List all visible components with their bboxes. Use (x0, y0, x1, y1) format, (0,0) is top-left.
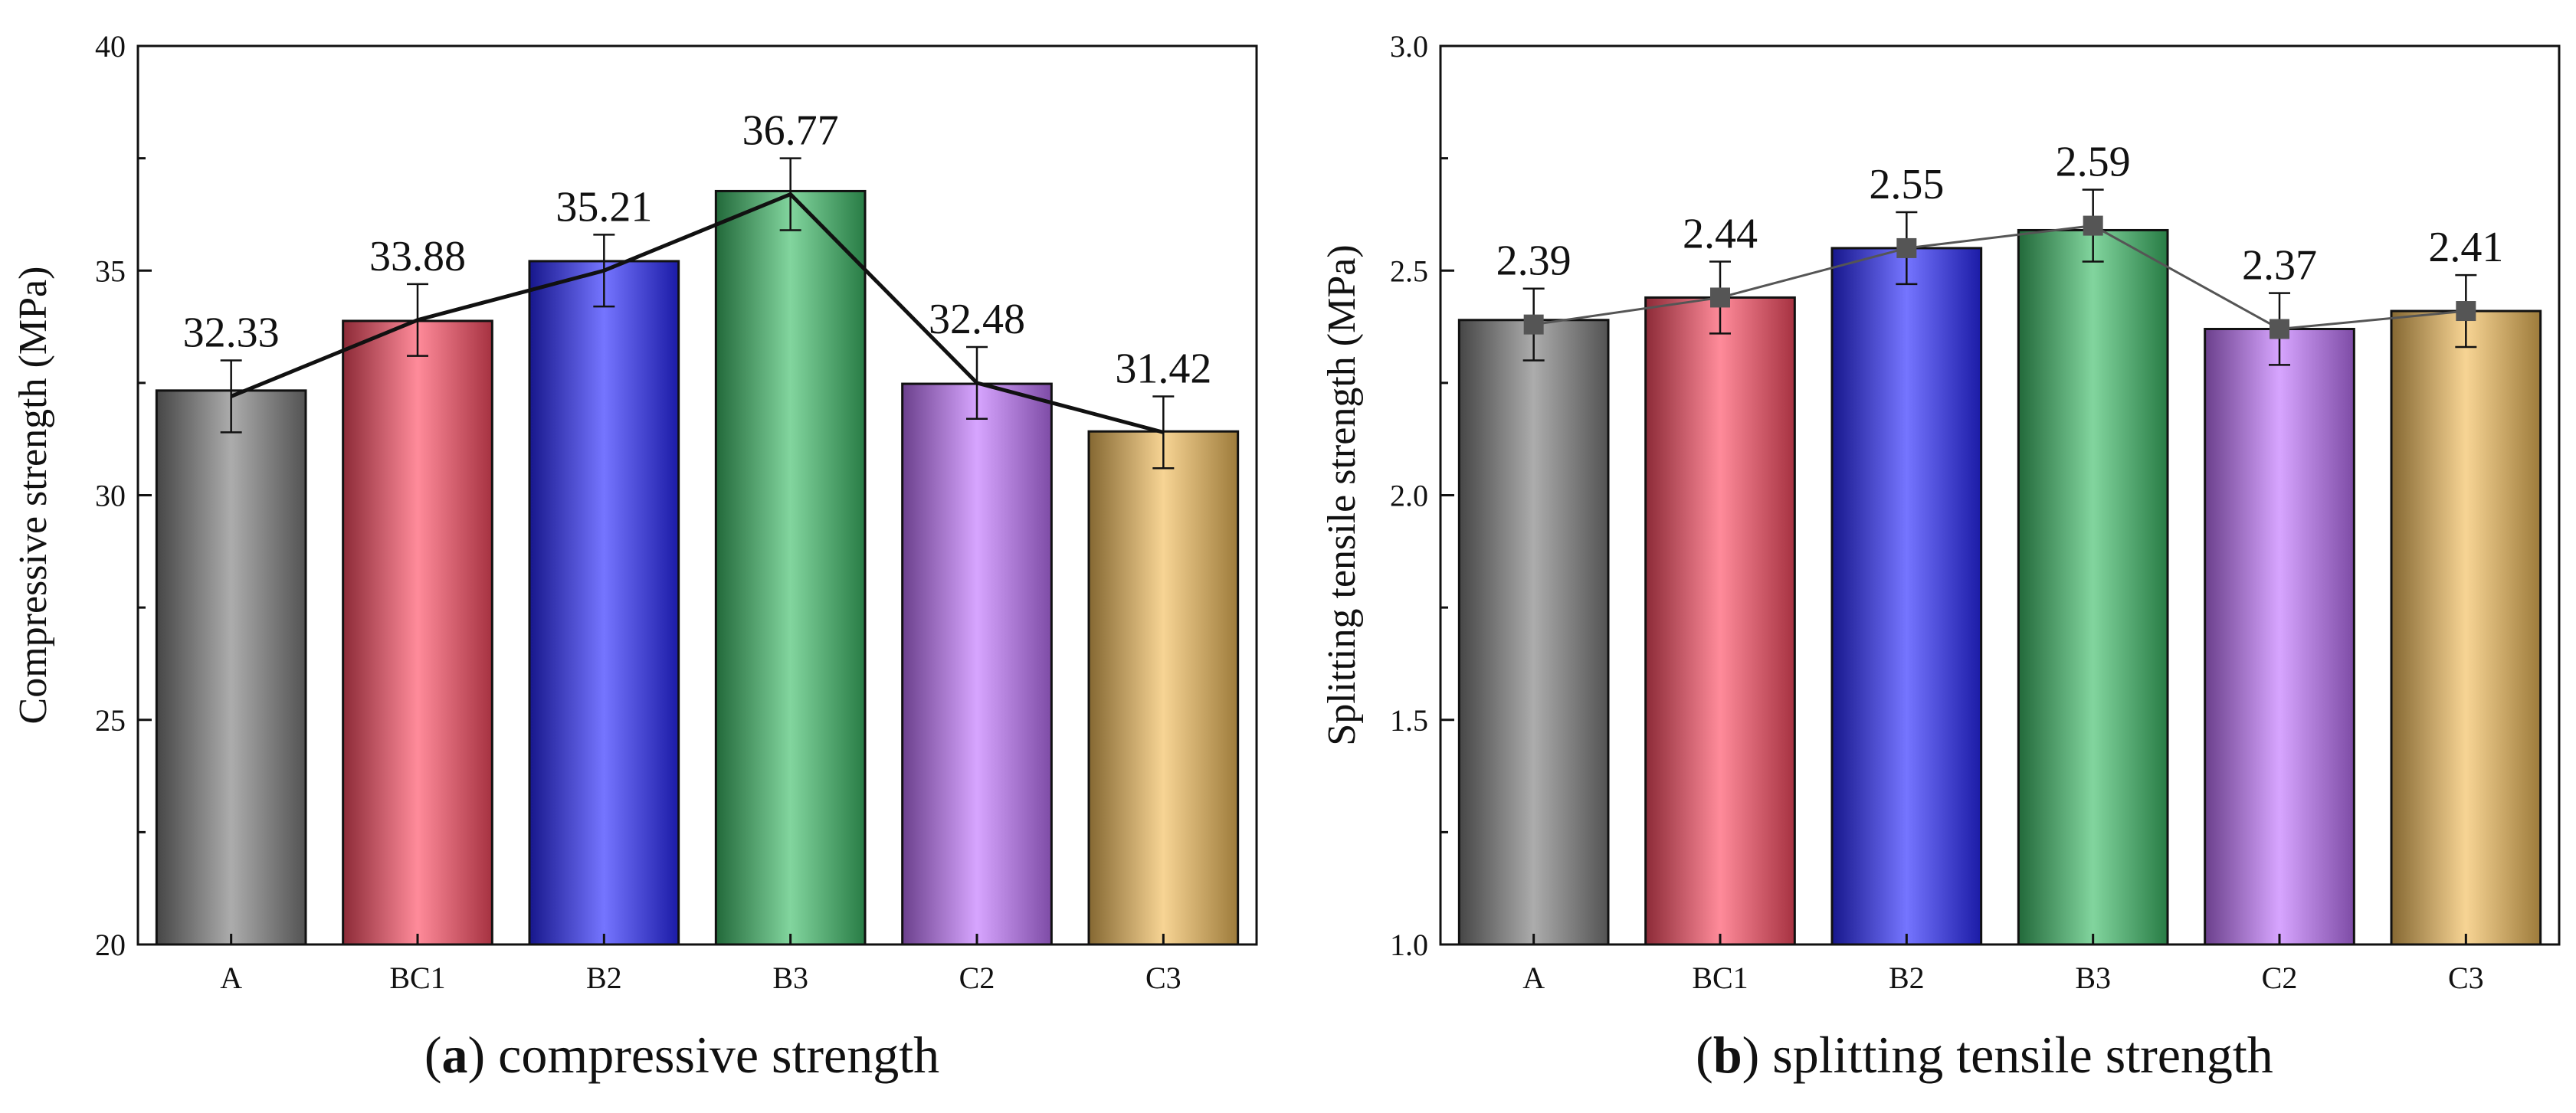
value-label-b3: 36.77 (742, 107, 839, 155)
trend-line (1533, 224, 2466, 331)
y-tick-label: 1.5 (1390, 703, 1428, 738)
y-tick-label: 35 (95, 254, 126, 288)
panel-caption: (b) splitting tensile strength (1696, 1026, 2273, 1084)
line-marker-bc1 (1710, 287, 1730, 308)
bar-c3 (1087, 430, 1240, 946)
panel-caption: (a) compressive strength (424, 1026, 939, 1084)
value-label-b2: 35.21 (556, 183, 652, 231)
value-label-bc1: 33.88 (369, 233, 466, 280)
y-tick-label: 1.0 (1390, 928, 1428, 962)
x-tick-label-a: A (1522, 961, 1545, 995)
y-tick-label: 25 (95, 703, 126, 738)
line-marker-a (1523, 314, 1544, 335)
x-tick-label-c2: C2 (959, 961, 995, 995)
value-label-b2: 2.55 (1869, 161, 1944, 208)
y-tick-label: 30 (95, 479, 126, 513)
x-tick-label-b3: B3 (772, 961, 808, 995)
y-tick-label: 3.0 (1390, 29, 1428, 64)
value-label-b3: 2.59 (2056, 139, 2131, 186)
x-tick-label-c3: C3 (1145, 961, 1181, 995)
x-tick-label-bc1: BC1 (1692, 961, 1748, 995)
bar-b2 (528, 260, 680, 946)
bar-b3 (714, 189, 867, 946)
bar-bc1 (1644, 296, 1796, 946)
bar-c3 (2390, 309, 2542, 946)
y-tick-label: 40 (95, 29, 126, 64)
bar-b2 (1830, 247, 1983, 946)
y-tick-label: 20 (95, 928, 126, 962)
x-tick-label-b2: B2 (1889, 961, 1925, 995)
y-tick-label: 2.0 (1390, 479, 1428, 513)
value-label-a: 2.39 (1496, 237, 1571, 285)
bar-a (1457, 319, 1610, 946)
trend-line (230, 192, 1164, 434)
bar-c2 (2204, 327, 2355, 946)
bar-a (155, 389, 307, 946)
y-axis-label: Splitting tensile strength (MPa) (1320, 244, 1364, 745)
line-marker-c2 (2270, 319, 2289, 339)
value-label-c3: 31.42 (1115, 345, 1211, 392)
value-label-bc1: 2.44 (1683, 211, 1758, 258)
y-tick-label: 2.5 (1390, 254, 1428, 288)
bar-c2 (901, 382, 1053, 946)
x-tick-label-b2: B2 (586, 961, 622, 995)
y-axis-label: Compressive strength (MPa) (11, 267, 55, 725)
line-marker-b2 (1896, 237, 1917, 258)
panel-b-splitting-tensile-strength: 2.39 2.44 2.55 2.59 2.37 2.41 1.0 1.5 2.0 2.5 3.0 A… (1320, 29, 2561, 1084)
panel-a-compressive-strength: 32.33 33.88 35.21 36.77 32.48 31.42 20 25 30 35 40… (11, 29, 1258, 1084)
x-tick-label-c3: C3 (2448, 961, 2484, 995)
value-label-c2: 32.48 (929, 296, 1025, 343)
bar-bc1 (342, 319, 493, 946)
line-marker-c3 (2456, 301, 2476, 322)
x-tick-label-bc1: BC1 (389, 961, 445, 995)
x-tick-label-a: A (220, 961, 242, 995)
line-marker-b3 (2083, 215, 2103, 236)
value-label-c2: 2.37 (2242, 242, 2317, 290)
value-label-a: 32.33 (183, 309, 280, 357)
value-label-c3: 2.41 (2428, 224, 2503, 271)
x-tick-label-c2: C2 (2262, 961, 2298, 995)
bar-b3 (2017, 228, 2169, 946)
x-tick-label-b3: B3 (2075, 961, 2111, 995)
